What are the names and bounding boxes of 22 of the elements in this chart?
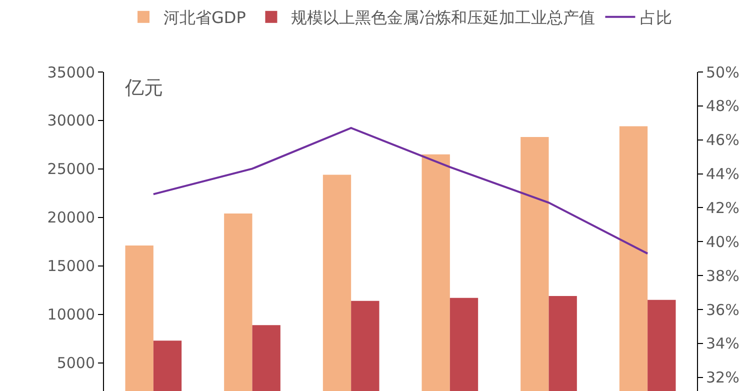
y2-tick-label: 38% [706,266,740,285]
y2-tick-label: 36% [706,300,740,319]
y-tick-label: 5000 [56,354,95,372]
annotation: 亿元 [124,77,163,99]
y-tick-label: 15000 [47,257,95,276]
y2-tick-label: 34% [706,334,740,353]
y-tick-label: 35000 [47,63,95,82]
y2-tick-label: 40% [706,232,740,251]
y-tick-label: 25000 [47,160,95,178]
y-tick-label: 10000 [47,306,95,324]
y-tick-label: 30000 [47,112,95,130]
y2-tick-label: 46% [706,131,740,150]
y2-tick-label: 44% [706,165,740,184]
y-tick-label: 20000 [47,208,95,227]
legend-label: 规模以上黑色金属冶炼和压延加工业总产值 [291,8,596,28]
line-series [152,126,649,255]
y2-tick-label: 32% [706,368,740,387]
y2-tick-label: 42% [706,198,740,217]
y2-tick-label: 50% [706,63,740,82]
y2-tick-label: 48% [706,97,740,116]
legend-label: 占比 [640,8,672,28]
legend-label: 河北省GDP [164,8,246,28]
